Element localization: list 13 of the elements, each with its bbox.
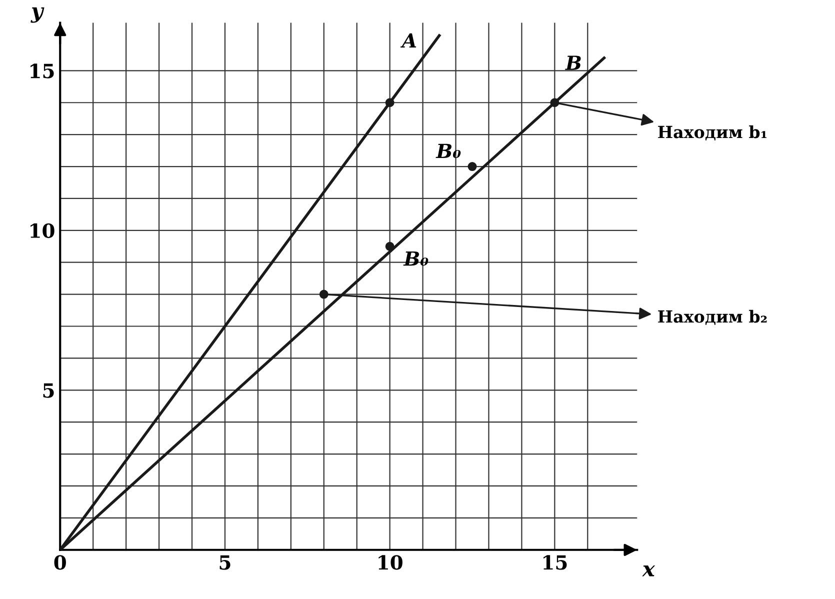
y-tick-label: 15	[30, 64, 54, 78]
x-tick-label: 0	[54, 555, 66, 570]
series-label: B	[565, 56, 581, 70]
y-tick-label: 10	[30, 223, 54, 238]
x-tick-label: 5	[220, 555, 230, 570]
y-axis-title: y	[30, 7, 44, 23]
annotation: Находим b₂	[658, 310, 767, 325]
annotation: Находим b₁	[658, 125, 766, 140]
x-tick-label: 10	[378, 555, 402, 570]
y-tick-label: 5	[43, 383, 54, 398]
x-axis-title: x	[642, 565, 656, 576]
x-tick-label: 15	[544, 555, 567, 570]
series-label: A	[400, 33, 416, 48]
